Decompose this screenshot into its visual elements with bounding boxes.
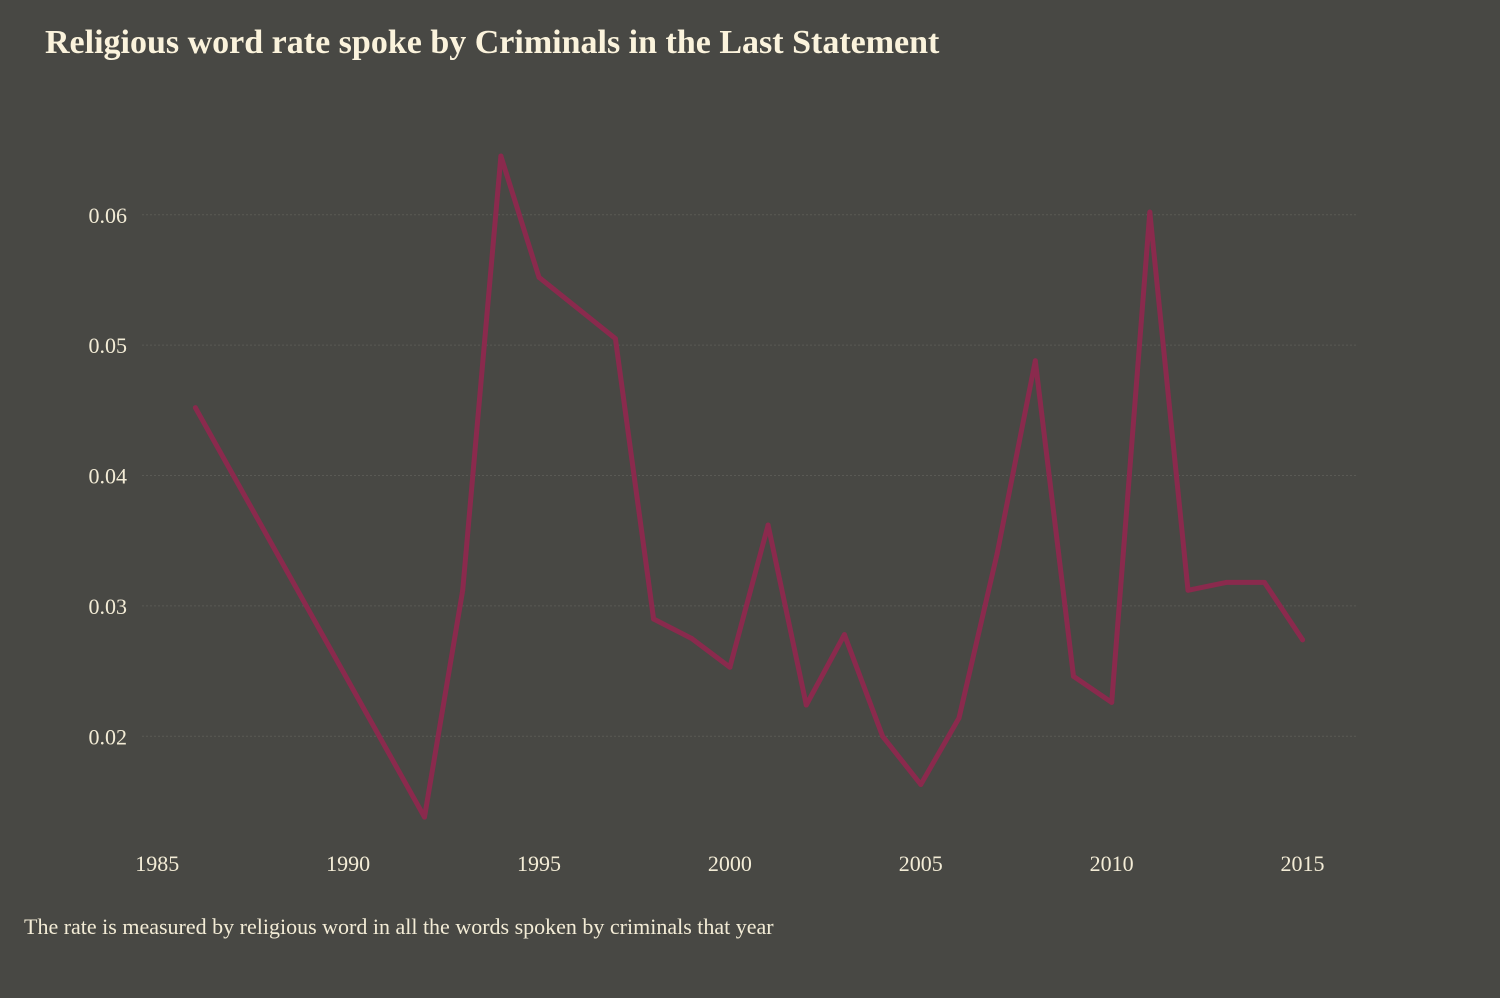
y-axis-ticks: 0.02 0.03 0.04 0.05 0.06: [89, 203, 128, 750]
data-point: [1300, 637, 1306, 643]
x-tick-label: 2015: [1281, 851, 1325, 876]
data-point: [1261, 579, 1267, 585]
x-tick-label: 1985: [135, 851, 179, 876]
data-point: [536, 274, 542, 280]
y-tick-label: 0.05: [89, 333, 128, 358]
data-point: [994, 551, 1000, 557]
series-line: [192, 153, 1306, 820]
data-point: [612, 336, 618, 342]
data-point: [1109, 699, 1115, 705]
data-point: [192, 405, 198, 411]
y-tick-label: 0.02: [89, 724, 128, 749]
data-point: [422, 814, 428, 820]
y-tick-label: 0.04: [89, 464, 128, 489]
data-point: [956, 715, 962, 721]
data-point: [1032, 358, 1038, 364]
data-point: [1185, 587, 1191, 593]
data-point: [918, 782, 924, 788]
x-tick-label: 2005: [899, 851, 943, 876]
data-point: [803, 702, 809, 708]
data-point: [1147, 209, 1153, 215]
data-point: [651, 616, 657, 622]
data-point: [727, 664, 733, 670]
data-point: [1223, 579, 1229, 585]
series-layer: [192, 153, 1306, 820]
chart-caption: The rate is measured by religious word i…: [24, 914, 774, 939]
x-axis-ticks: 1985 1990 1995 2000 2005 2010 2015: [135, 851, 1324, 876]
y-tick-label: 0.03: [89, 594, 128, 619]
data-point: [841, 632, 847, 638]
data-point: [880, 733, 886, 739]
x-tick-label: 2000: [708, 851, 752, 876]
x-tick-label: 1995: [517, 851, 561, 876]
x-tick-label: 1990: [326, 851, 370, 876]
x-tick-label: 2010: [1090, 851, 1134, 876]
data-point: [1070, 673, 1076, 679]
data-point: [765, 522, 771, 528]
chart-title: Religious word rate spoke by Criminals i…: [45, 24, 940, 61]
data-point: [689, 636, 695, 642]
y-tick-label: 0.06: [89, 203, 128, 228]
data-point: [498, 153, 504, 159]
data-point: [460, 587, 466, 593]
